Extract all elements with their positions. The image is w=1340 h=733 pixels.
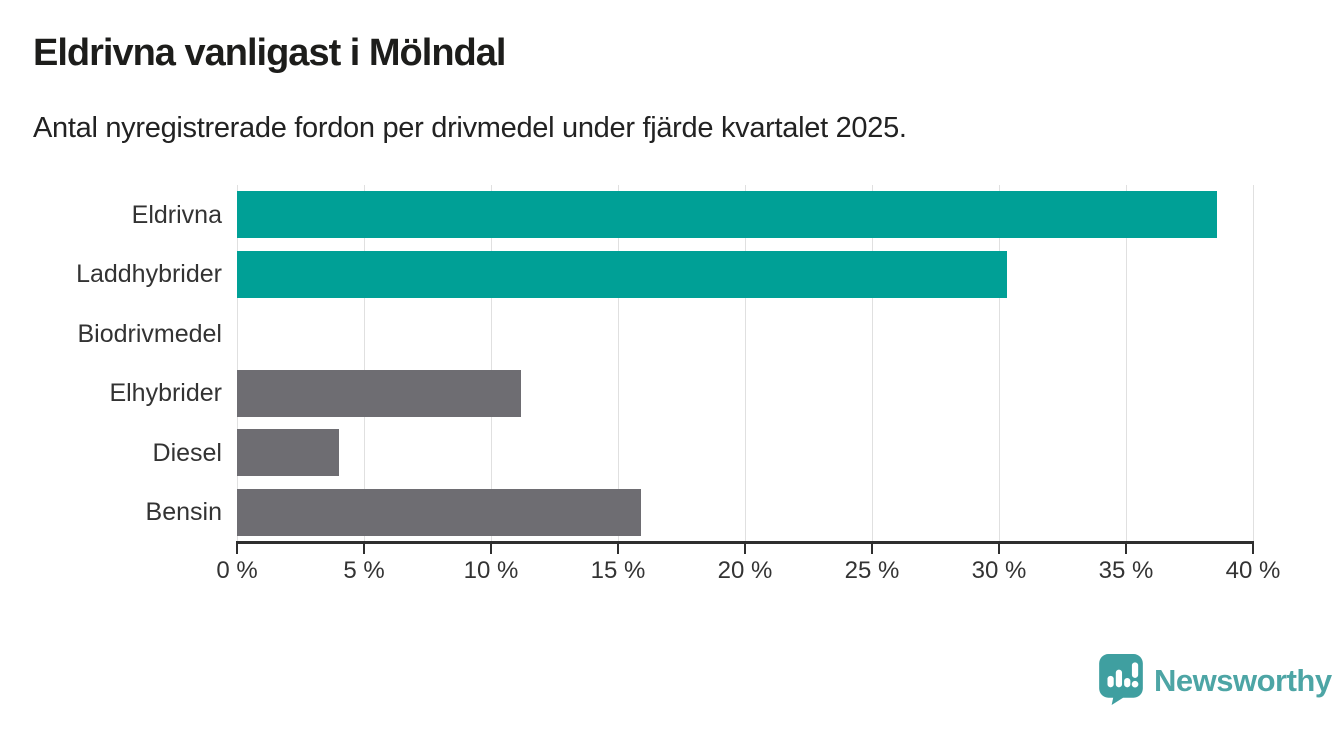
bar-diesel (237, 429, 339, 477)
x-tick-mark (236, 541, 238, 554)
category-label: Laddhybrider (76, 260, 222, 289)
newsworthy-logo-icon (1098, 653, 1144, 710)
brand-logo: Newsworthy (1098, 653, 1332, 710)
gridline (1126, 185, 1127, 542)
x-tick-label: 40 % (1225, 557, 1281, 584)
gridline (618, 185, 619, 542)
x-tick-label: 15 % (590, 557, 646, 584)
category-label: Eldrivna (131, 200, 222, 229)
x-tick-mark (871, 541, 873, 554)
gridline (745, 185, 746, 542)
gridline (999, 185, 1000, 542)
gridline (1253, 185, 1254, 542)
x-tick-mark (1252, 541, 1254, 554)
x-tick-mark (363, 541, 365, 554)
bar-bensin (237, 488, 641, 536)
x-tick-label: 35 % (1098, 557, 1154, 584)
bar-eldrivna (237, 191, 1218, 239)
x-tick-mark (1125, 541, 1127, 554)
chart-title: Eldrivna vanligast i Mölndal (33, 32, 506, 74)
brand-name: Newsworthy (1154, 663, 1332, 698)
x-tick-label: 25 % (844, 557, 900, 584)
gridline (491, 185, 492, 542)
x-tick-mark (744, 541, 746, 554)
x-tick-label: 0 % (216, 557, 258, 584)
category-label: Elhybrider (109, 379, 222, 408)
x-tick-label: 30 % (971, 557, 1027, 584)
gridline (237, 185, 238, 542)
category-label: Bensin (145, 498, 222, 527)
category-label: Biodrivmedel (77, 319, 222, 348)
x-tick-label: 10 % (463, 557, 519, 584)
chart-subtitle: Antal nyregistrerade fordon per drivmede… (33, 112, 907, 144)
x-tick-mark (490, 541, 492, 554)
x-tick-mark (617, 541, 619, 554)
x-tick-mark (998, 541, 1000, 554)
bar-laddhybrider (237, 250, 1007, 298)
gridline (364, 185, 365, 542)
x-tick-label: 20 % (717, 557, 773, 584)
plot-area (237, 185, 1254, 542)
x-tick-label: 5 % (343, 557, 385, 584)
category-label: Diesel (152, 438, 222, 467)
category-axis: Eldrivna Laddhybrider Biodrivmedel Elhybrid… (0, 185, 222, 542)
bar-elhybrider (237, 369, 522, 417)
gridline (872, 185, 873, 542)
